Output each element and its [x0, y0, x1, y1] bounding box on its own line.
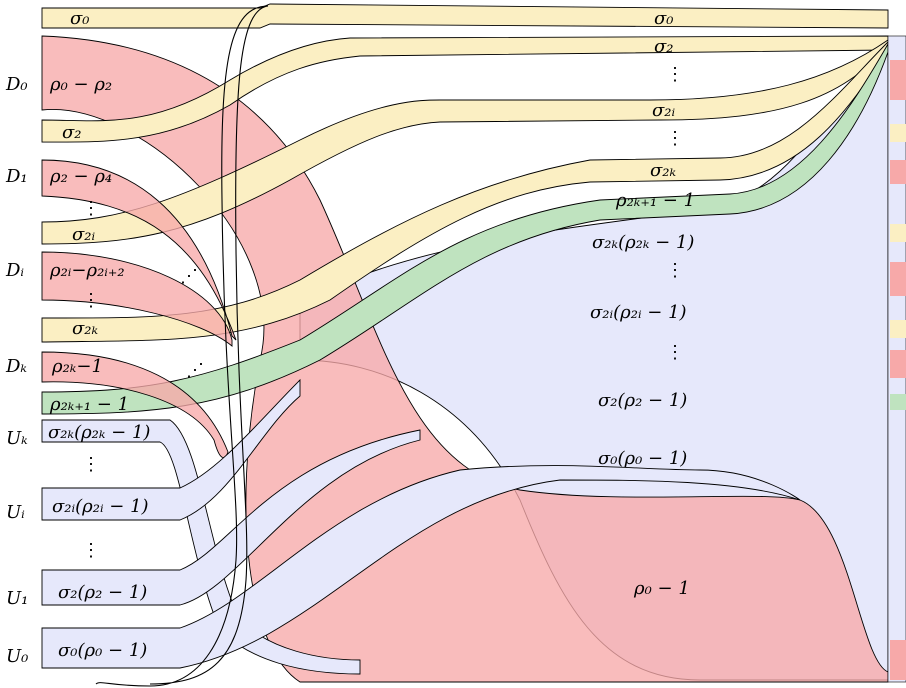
row-label-U0: U₀ — [6, 646, 28, 667]
band-sigma0-rho0-minus-1 — [41, 465, 801, 669]
left-ellipsis-3: ⋮ — [82, 454, 100, 475]
right-label-sigma0: σ₀ — [654, 8, 674, 29]
right-label-sigma2i-rho2i-minus-1: σ₂ᵢ(ρ₂ᵢ − 1) — [590, 302, 687, 323]
right-edge-pink-4 — [890, 350, 906, 378]
left-label-sigma2: σ₂ — [62, 122, 82, 143]
right-label-sigma2i: σ₂ᵢ — [652, 100, 676, 121]
row-label-Uk: Uₖ — [6, 428, 28, 449]
row-label-D0: D₀ — [5, 74, 28, 95]
right-label-rho0-minus-1: ρ₀ − 1 — [633, 578, 690, 599]
right-edge-yellow-3 — [890, 320, 906, 338]
right-edge-pink-3 — [890, 262, 906, 296]
left-label-sigma0: σ₀ — [70, 8, 90, 29]
band-sigma0-top — [41, 3, 889, 29]
left-ellipsis-1: ⋮ — [82, 198, 100, 219]
right-label-sigma2: σ₂ — [654, 36, 674, 57]
diag-ellipsis-1: ⋰ — [180, 266, 198, 287]
right-label-sigma2k: σ₂ₖ — [650, 160, 677, 181]
right-edge-green — [890, 394, 906, 410]
band-rho2-minus-rho4 — [41, 159, 237, 341]
right-label-sigma2k-rho2k-minus-1: σ₂ₖ(ρ₂ₖ − 1) — [592, 232, 694, 253]
band-sigma2k-rho2k-minus-1 — [41, 419, 361, 675]
row-label-Di: Dᵢ — [5, 260, 24, 281]
left-label-rho2k1-minus-1: ρ₂ₖ₊₁ − 1 — [49, 394, 129, 415]
left-ellipsis-4: ⋮ — [82, 540, 100, 561]
left-label-sigma2-rho2-minus-1: σ₂(ρ₂ − 1) — [58, 582, 147, 603]
left-label-sigma2i-rho2i-minus-1: σ₂ᵢ(ρ₂ᵢ − 1) — [52, 496, 149, 517]
right-edge-yellow-2 — [890, 224, 906, 242]
right-ellipsis-2: ⋮ — [666, 128, 684, 149]
right-label-sigma0-rho0-minus-1: σ₀(ρ₀ − 1) — [598, 448, 687, 469]
right-edge-yellow-1 — [890, 124, 906, 142]
diag-ellipsis-2: ⋰ — [186, 360, 204, 381]
outline-loop — [95, 5, 269, 687]
band-sigma2i-rho2i-minus-1 — [41, 378, 301, 521]
left-label-rho2i-minus-rho2i2: ρ₂ᵢ−ρ₂ᵢ₊₂ — [49, 260, 125, 281]
right-ellipsis-1: ⋮ — [666, 64, 684, 85]
right-edge-pink-bottom — [890, 640, 906, 680]
right-ellipsis-4: ⋮ — [666, 342, 684, 363]
band-rho2k-minus-1 — [41, 351, 229, 458]
right-ellipsis-3: ⋮ — [666, 260, 684, 281]
left-label-sigma0-rho0-minus-1: σ₀(ρ₀ − 1) — [58, 640, 147, 661]
row-label-Dk: Dₖ — [5, 356, 27, 377]
band-sigma2-rho2-minus-1 — [41, 429, 421, 606]
band-rho2i-minus-rho2i2 — [41, 251, 233, 347]
right-edge-pink-top — [890, 60, 906, 100]
right-label-rho2k1-minus-1: ρ₂ₖ₊₁ − 1 — [615, 190, 695, 211]
left-label-rho0-minus-rho2: ρ₀ − ρ₂ — [49, 74, 112, 95]
left-label-sigma2k: σ₂ₖ — [72, 318, 99, 339]
right-edge-pink-2 — [890, 160, 906, 184]
right-label-sigma2-rho2-minus-1: σ₂(ρ₂ − 1) — [598, 390, 687, 411]
row-label-Ui: Uᵢ — [6, 502, 25, 523]
left-label-rho2-minus-rho4: ρ₂ − ρ₄ — [49, 166, 112, 187]
left-ellipsis-2: ⋮ — [82, 290, 100, 311]
row-label-D1: D₁ — [5, 166, 28, 187]
left-label-sigma2i: σ₂ᵢ — [72, 224, 96, 245]
left-label-sigma2k-rho2k-minus-1: σ₂ₖ(ρ₂ₖ − 1) — [48, 422, 150, 443]
row-label-U1: U₁ — [6, 588, 28, 609]
left-label-rho2k-minus-1: ρ₂ₖ−1 — [51, 356, 103, 377]
